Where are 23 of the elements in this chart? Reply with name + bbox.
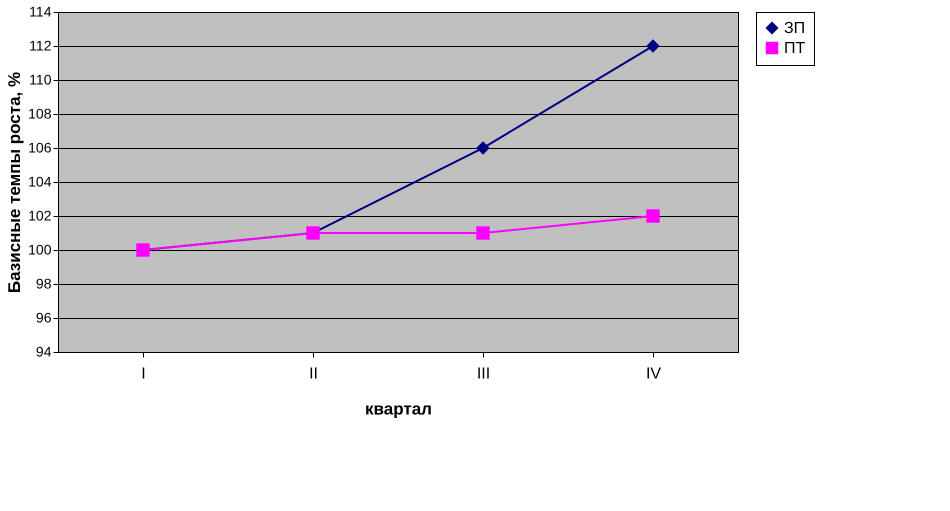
x-tick-label: I <box>141 366 146 382</box>
y-tick-label: 110 <box>29 72 52 88</box>
x-tick-label: II <box>309 366 318 382</box>
y-tick-label: 102 <box>28 208 52 224</box>
y-tick-label: 112 <box>29 38 52 54</box>
y-tick-label: 106 <box>28 140 52 156</box>
legend-label: ПТ <box>784 40 806 57</box>
x-tick-label: III <box>476 366 490 382</box>
y-tick-label: 94 <box>36 344 52 360</box>
y-tick-label: 98 <box>36 276 52 292</box>
y-tick-label: 108 <box>28 106 52 122</box>
y-tick-label: 100 <box>28 242 52 258</box>
x-axis-title: квартал <box>365 400 432 418</box>
y-tick-label: 114 <box>29 4 52 20</box>
x-tick-label: IV <box>646 366 662 382</box>
legend-label: ЗП <box>784 20 806 37</box>
y-axis-title: Базисные темпы роста, % <box>5 72 24 294</box>
point <box>476 226 490 240</box>
point <box>646 39 660 53</box>
y-tick-label: 96 <box>36 310 52 326</box>
y-tick-label: 104 <box>28 174 52 190</box>
point <box>646 209 660 223</box>
point <box>476 141 490 155</box>
